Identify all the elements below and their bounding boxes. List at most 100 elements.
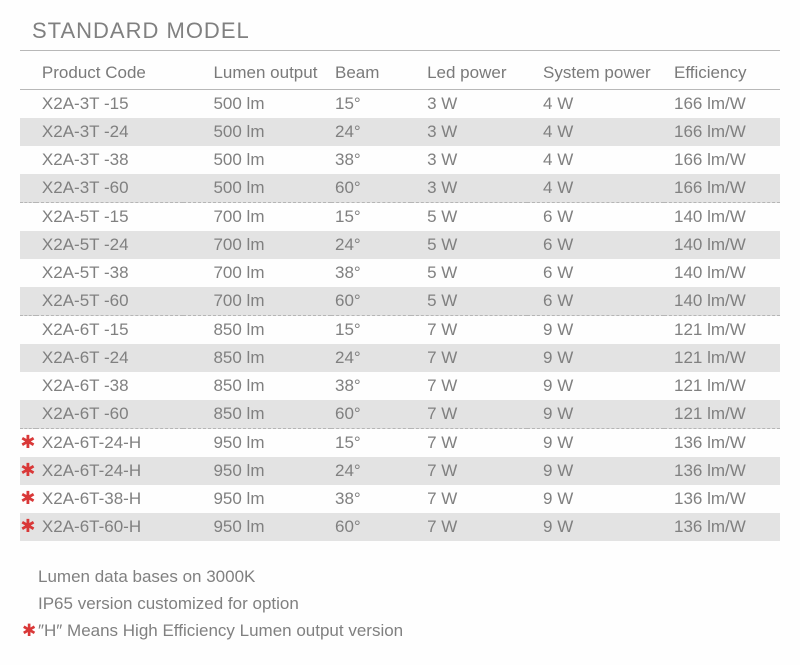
cell-lumen-output: 950 lm xyxy=(183,513,331,541)
cell-efficiency: 136 lm/W xyxy=(664,485,780,513)
cell-led-power: 5 W xyxy=(411,231,527,259)
cell-system-power: 9 W xyxy=(527,372,664,400)
cell-system-power: 6 W xyxy=(527,203,664,231)
cell-product-code: X2A-3T -15 xyxy=(36,90,184,119)
cell-lumen-output: 850 lm xyxy=(183,344,331,372)
table-row: X2A-3T -38500 lm38°3 W4 W166 lm/W xyxy=(20,146,780,174)
cell-led-power: 5 W xyxy=(411,259,527,287)
row-star xyxy=(20,231,36,259)
cell-product-code: X2A-6T -15 xyxy=(36,316,184,344)
footnote-text: ″H″ Means High Efficiency Lumen output v… xyxy=(38,617,403,644)
row-star xyxy=(20,400,36,429)
cell-efficiency: 136 lm/W xyxy=(664,457,780,485)
table-row: ✱X2A-6T-24-H950 lm15°7 W9 W136 lm/W xyxy=(20,429,780,457)
cell-led-power: 3 W xyxy=(411,118,527,146)
cell-lumen-output: 500 lm xyxy=(183,174,331,203)
cell-led-power: 5 W xyxy=(411,203,527,231)
footnote-text: IP65 version customized for option xyxy=(38,590,299,617)
cell-beam: 24° xyxy=(331,231,411,259)
table-row: X2A-5T -15700 lm15°5 W6 W140 lm/W xyxy=(20,203,780,231)
cell-beam: 60° xyxy=(331,400,411,429)
cell-efficiency: 136 lm/W xyxy=(664,429,780,457)
cell-lumen-output: 700 lm xyxy=(183,287,331,316)
cell-product-code: X2A-3T -24 xyxy=(36,118,184,146)
cell-led-power: 7 W xyxy=(411,429,527,457)
cell-lumen-output: 500 lm xyxy=(183,90,331,119)
section-title: STANDARD MODEL xyxy=(32,18,780,44)
header-lumen-output: Lumen output xyxy=(183,57,331,90)
header-star xyxy=(20,57,36,90)
cell-efficiency: 166 lm/W xyxy=(664,90,780,119)
asterisk-icon: ✱ xyxy=(20,432,35,452)
footnote-text: Lumen data bases on 3000K xyxy=(38,563,255,590)
cell-beam: 38° xyxy=(331,259,411,287)
cell-led-power: 7 W xyxy=(411,485,527,513)
row-star: ✱ xyxy=(20,429,36,457)
cell-led-power: 7 W xyxy=(411,513,527,541)
cell-beam: 60° xyxy=(331,287,411,316)
cell-efficiency: 140 lm/W xyxy=(664,203,780,231)
cell-efficiency: 166 lm/W xyxy=(664,174,780,203)
cell-beam: 24° xyxy=(331,344,411,372)
header-led-power: Led power xyxy=(411,57,527,90)
cell-efficiency: 121 lm/W xyxy=(664,316,780,344)
cell-lumen-output: 700 lm xyxy=(183,231,331,259)
table-row: ✱X2A-6T-60-H950 lm60°7 W9 W136 lm/W xyxy=(20,513,780,541)
spec-table-container: STANDARD MODEL Product Code Lumen output… xyxy=(0,0,800,665)
cell-product-code: X2A-5T -60 xyxy=(36,287,184,316)
cell-led-power: 3 W xyxy=(411,174,527,203)
table-row: X2A-6T -60850 lm60°7 W9 W121 lm/W xyxy=(20,400,780,429)
cell-system-power: 9 W xyxy=(527,316,664,344)
cell-system-power: 9 W xyxy=(527,429,664,457)
spec-table: Product Code Lumen output Beam Led power… xyxy=(20,57,780,541)
cell-lumen-output: 950 lm xyxy=(183,485,331,513)
header-efficiency: Efficiency xyxy=(664,57,780,90)
footnote-line: IP65 version customized for option xyxy=(38,590,780,617)
row-star xyxy=(20,90,36,119)
cell-beam: 15° xyxy=(331,90,411,119)
row-star xyxy=(20,316,36,344)
cell-lumen-output: 500 lm xyxy=(183,118,331,146)
row-star xyxy=(20,146,36,174)
cell-product-code: X2A-6T -38 xyxy=(36,372,184,400)
row-star xyxy=(20,287,36,316)
cell-efficiency: 140 lm/W xyxy=(664,287,780,316)
table-row: X2A-3T -60500 lm60°3 W4 W166 lm/W xyxy=(20,174,780,203)
cell-lumen-output: 850 lm xyxy=(183,316,331,344)
row-star: ✱ xyxy=(20,513,36,541)
cell-beam: 60° xyxy=(331,174,411,203)
cell-lumen-output: 700 lm xyxy=(183,203,331,231)
cell-beam: 38° xyxy=(331,485,411,513)
cell-product-code: X2A-5T -15 xyxy=(36,203,184,231)
cell-system-power: 9 W xyxy=(527,400,664,429)
cell-product-code: X2A-6T-38-H xyxy=(36,485,184,513)
cell-beam: 15° xyxy=(331,316,411,344)
header-beam: Beam xyxy=(331,57,411,90)
table-row: X2A-5T -38700 lm38°5 W6 W140 lm/W xyxy=(20,259,780,287)
cell-efficiency: 140 lm/W xyxy=(664,259,780,287)
cell-led-power: 7 W xyxy=(411,372,527,400)
cell-efficiency: 121 lm/W xyxy=(664,344,780,372)
table-row: X2A-6T -24850 lm24°7 W9 W121 lm/W xyxy=(20,344,780,372)
table-row: X2A-3T -24500 lm24°3 W4 W166 lm/W xyxy=(20,118,780,146)
cell-lumen-output: 950 lm xyxy=(183,429,331,457)
cell-led-power: 7 W xyxy=(411,316,527,344)
cell-led-power: 3 W xyxy=(411,90,527,119)
cell-lumen-output: 950 lm xyxy=(183,457,331,485)
cell-system-power: 9 W xyxy=(527,513,664,541)
cell-product-code: X2A-5T -38 xyxy=(36,259,184,287)
asterisk-icon: ✱ xyxy=(20,516,35,536)
cell-system-power: 6 W xyxy=(527,231,664,259)
row-star: ✱ xyxy=(20,457,36,485)
cell-system-power: 4 W xyxy=(527,118,664,146)
cell-product-code: X2A-3T -38 xyxy=(36,146,184,174)
cell-system-power: 6 W xyxy=(527,259,664,287)
row-star xyxy=(20,344,36,372)
cell-product-code: X2A-6T -24 xyxy=(36,344,184,372)
header-row: Product Code Lumen output Beam Led power… xyxy=(20,57,780,90)
row-star xyxy=(20,259,36,287)
cell-lumen-output: 700 lm xyxy=(183,259,331,287)
cell-beam: 24° xyxy=(331,118,411,146)
cell-product-code: X2A-6T-24-H xyxy=(36,457,184,485)
asterisk-icon: ✱ xyxy=(20,460,35,480)
